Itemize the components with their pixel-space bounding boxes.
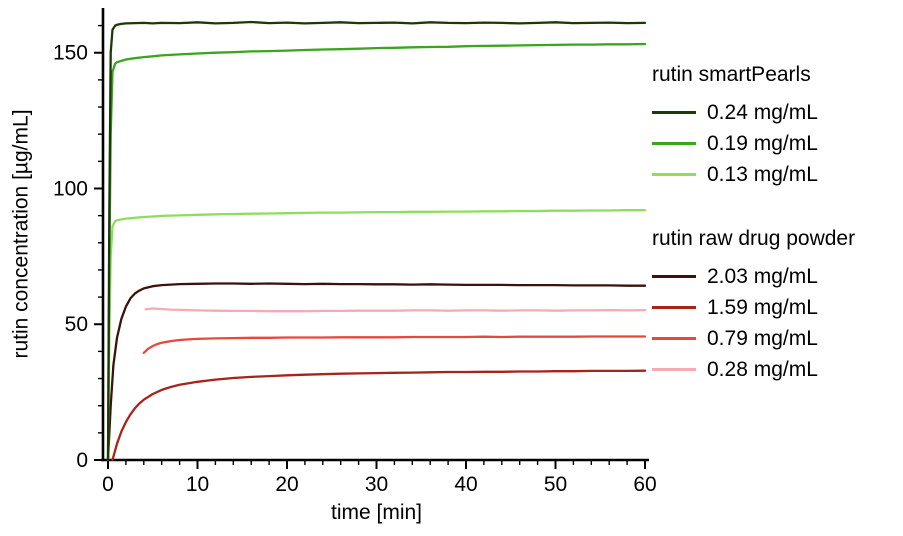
series-line-4 xyxy=(111,369,647,462)
x-axis-label: time [min] xyxy=(330,501,422,524)
legend-item: 2.03 mg/mL xyxy=(652,261,855,292)
y-tick-label: 0 xyxy=(76,449,88,472)
legend-item: 0.28 mg/mL xyxy=(652,354,855,385)
series-line-1 xyxy=(106,42,647,462)
legend-item-label: 2.03 mg/mL xyxy=(707,265,818,289)
series-line-6 xyxy=(144,307,647,313)
series-line-swatch xyxy=(652,111,696,115)
y-tick-label: 50 xyxy=(65,313,88,336)
legend-group-smartpearls: rutin smartPearls 0.24 mg/mL 0.19 mg/mL … xyxy=(652,62,855,190)
series-line-2 xyxy=(106,209,647,462)
x-tick-label: 0 xyxy=(102,473,114,496)
legend-item-label: 0.79 mg/mL xyxy=(707,327,818,351)
x-tick-label: 10 xyxy=(186,473,209,496)
legend-group-raw-drug-powder: rutin raw drug powder 2.03 mg/mL 1.59 mg… xyxy=(652,226,855,385)
legend-item-label: 0.19 mg/mL xyxy=(707,132,818,156)
series-line-swatch xyxy=(652,173,696,177)
legend-item: 0.13 mg/mL xyxy=(652,159,855,190)
y-tick-label: 100 xyxy=(53,177,88,200)
x-tick-label: 40 xyxy=(454,473,477,496)
series-line-3 xyxy=(106,282,647,462)
legend-group-title: rutin smartPearls xyxy=(652,63,811,86)
legend-item: 0.79 mg/mL xyxy=(652,323,855,354)
series-line-swatch xyxy=(652,306,696,310)
series-line-swatch xyxy=(652,337,696,341)
x-tick-label: 50 xyxy=(544,473,567,496)
legend-item-label: 0.24 mg/mL xyxy=(707,101,818,125)
series-line-0 xyxy=(106,20,647,462)
legend-item-label: 0.28 mg/mL xyxy=(707,358,818,382)
series-line-5 xyxy=(142,335,647,354)
legend-item-label: 1.59 mg/mL xyxy=(707,296,818,320)
legend-item: 0.24 mg/mL xyxy=(652,97,855,128)
series-line-swatch xyxy=(652,275,696,279)
y-tick-label: 150 xyxy=(53,42,88,65)
legend-item: 0.19 mg/mL xyxy=(652,128,855,159)
legend-item: 1.59 mg/mL xyxy=(652,292,855,323)
legend-group-title: rutin raw drug powder xyxy=(652,227,856,251)
series-line-swatch xyxy=(652,142,696,146)
legend-item-label: 0.13 mg/mL xyxy=(707,163,818,187)
x-tick-label: 20 xyxy=(275,473,298,496)
legend: rutin smartPearls 0.24 mg/mL 0.19 mg/mL … xyxy=(652,62,855,385)
x-tick-label: 30 xyxy=(365,473,388,496)
x-tick-label: 60 xyxy=(633,473,656,496)
series-line-swatch xyxy=(652,368,696,372)
